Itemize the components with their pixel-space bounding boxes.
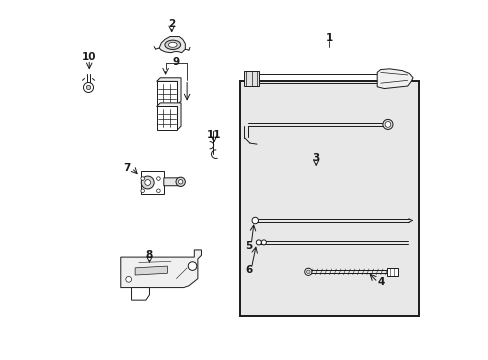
Polygon shape	[376, 69, 412, 89]
Circle shape	[83, 82, 93, 93]
Ellipse shape	[168, 42, 177, 47]
Polygon shape	[135, 266, 167, 275]
Text: 2: 2	[168, 19, 175, 29]
Text: 5: 5	[244, 240, 252, 251]
Polygon shape	[121, 250, 201, 288]
Circle shape	[141, 189, 144, 193]
Text: 4: 4	[376, 277, 384, 287]
Circle shape	[176, 177, 185, 186]
Circle shape	[304, 268, 311, 275]
Circle shape	[382, 120, 392, 130]
Text: 10: 10	[82, 52, 96, 62]
Text: 8: 8	[145, 250, 153, 260]
Circle shape	[306, 270, 309, 274]
Polygon shape	[163, 178, 180, 186]
Bar	[156, 107, 177, 130]
Circle shape	[141, 177, 144, 180]
Text: 3: 3	[312, 153, 319, 163]
Circle shape	[144, 180, 150, 185]
Circle shape	[156, 189, 160, 193]
Polygon shape	[159, 37, 185, 53]
Bar	[140, 171, 163, 194]
Circle shape	[188, 262, 196, 270]
Circle shape	[141, 176, 154, 189]
Polygon shape	[244, 71, 258, 86]
Text: 1: 1	[325, 33, 332, 43]
Circle shape	[156, 177, 160, 180]
Bar	[156, 81, 177, 105]
Ellipse shape	[164, 40, 180, 49]
Circle shape	[261, 240, 266, 245]
Circle shape	[256, 240, 261, 245]
Bar	[386, 268, 397, 276]
Polygon shape	[156, 78, 181, 105]
Polygon shape	[131, 288, 149, 300]
Text: 6: 6	[244, 265, 252, 275]
Text: 11: 11	[206, 130, 221, 140]
Text: 9: 9	[172, 57, 180, 67]
Bar	[239, 81, 418, 316]
Text: 7: 7	[123, 163, 131, 173]
Circle shape	[86, 85, 90, 90]
Circle shape	[125, 276, 131, 282]
Circle shape	[384, 122, 390, 127]
Circle shape	[251, 217, 258, 224]
Circle shape	[178, 180, 183, 184]
Polygon shape	[156, 103, 181, 130]
